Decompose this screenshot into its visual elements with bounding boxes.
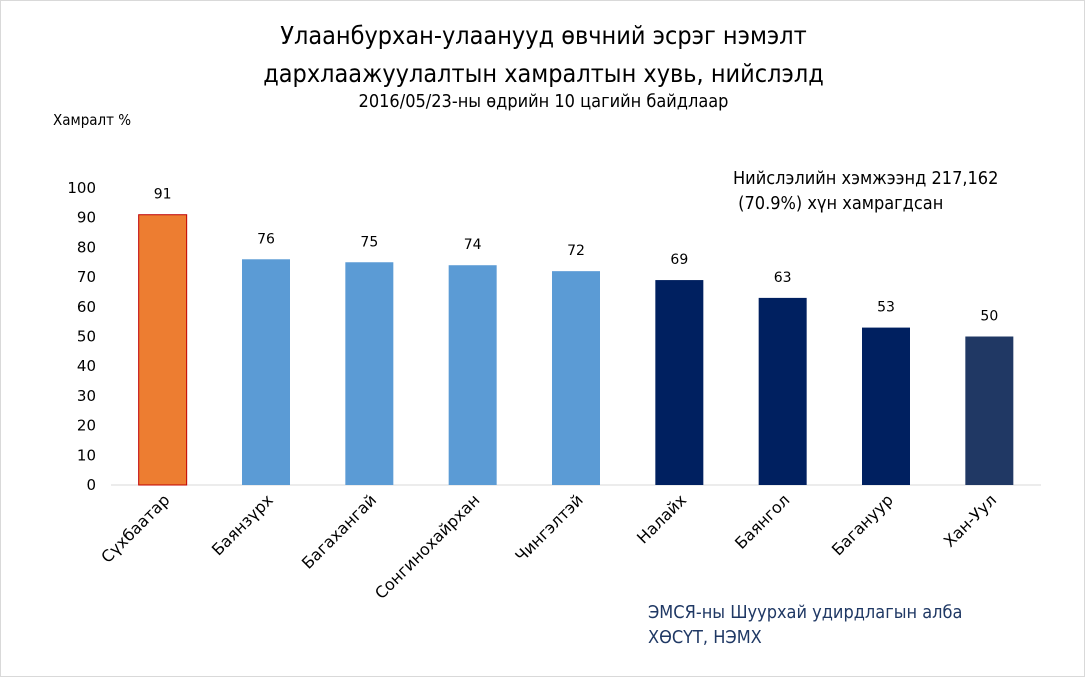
bar-Налайх	[655, 280, 704, 485]
data-label: 91	[154, 187, 172, 203]
y-tick-label: 50	[77, 328, 96, 346]
y-tick-label: 100	[67, 179, 96, 197]
annotation: Нийслэлийн хэмжээнд 217,162 (70.9%) хүн …	[733, 166, 998, 216]
bar-Баянгол	[758, 297, 807, 485]
x-tick-label: Налайх	[633, 490, 690, 547]
data-label: 74	[464, 237, 482, 253]
chart-title-line-2: дархлаажуулалтын хамралтын хувь, нийслэл…	[263, 59, 824, 88]
data-label: 53	[877, 300, 895, 316]
x-tick-label: Баянзүрх	[208, 490, 277, 559]
bar-Сүхбаатар	[138, 214, 188, 486]
bar-Чингэлтэй	[552, 271, 600, 485]
source-line-2: ХӨСҮТ, НЭМХ	[648, 627, 762, 648]
source-line-1: ЭМСЯ-ны Шуурхай удирдлагын алба	[648, 602, 963, 623]
bar-Сонгинохайрхан	[448, 265, 497, 485]
y-tick-label: 60	[77, 298, 96, 316]
y-axis-label: Хамралт %	[53, 111, 132, 129]
x-tick-label: Хан-Уул	[940, 490, 1000, 550]
data-label: 63	[774, 270, 792, 286]
data-label: 69	[670, 252, 688, 268]
x-tick-label: Сүхбаатар	[97, 490, 173, 566]
bar-Багануур	[862, 327, 910, 485]
y-tick-label: 80	[77, 238, 96, 256]
data-label: 76	[257, 231, 275, 247]
y-tick-label: 10	[77, 446, 96, 464]
source-note: ЭМСЯ-ны Шуурхай удирдлагын алба ХӨСҮТ, Н…	[648, 600, 962, 650]
bar-Багахангай	[345, 262, 394, 485]
annotation-line-2: (70.9%) хүн хамрагдсан	[733, 193, 944, 214]
annotation-line-1: Нийслэлийн хэмжээнд 217,162	[733, 168, 999, 189]
bar-Баянзүрх	[242, 259, 290, 485]
y-tick-label: 0	[86, 476, 96, 494]
y-tick-label: 70	[77, 268, 96, 286]
x-tick-label: Чингэлтэй	[511, 490, 586, 565]
y-tick-label: 30	[77, 387, 96, 405]
y-tick-label: 20	[77, 417, 96, 435]
chart-subtitle: 2016/05/23-ны өдрийн 10 цагийн байдлаар	[358, 91, 729, 112]
data-label: 50	[980, 309, 998, 325]
data-label: 75	[360, 234, 378, 250]
x-tick-label: Баянгол	[731, 490, 793, 552]
y-tick-label: 40	[77, 357, 96, 375]
x-tick-label: Багануур	[828, 490, 897, 559]
x-tick-label: Багахангай	[298, 490, 380, 572]
x-tick-label: Сонгинохайрхан	[371, 490, 483, 602]
chart-title-line-1: Улаанбурхан-улаанууд өвчний эсрэг нэмэлт	[280, 21, 807, 50]
data-label: 72	[567, 243, 585, 259]
bar-Хан-Уул	[965, 336, 1014, 485]
y-tick-label: 90	[77, 209, 96, 227]
